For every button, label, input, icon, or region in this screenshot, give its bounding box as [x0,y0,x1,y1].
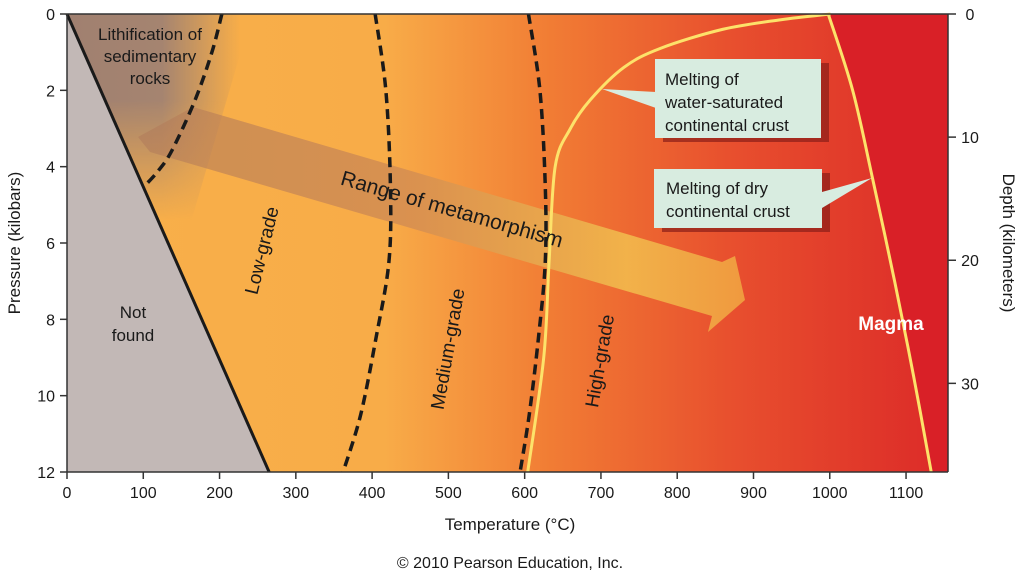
not-found-boundary-line [65,13,271,473]
x-tick-label: 100 [130,485,157,502]
medium-high-boundary-dashed [518,13,548,473]
x-tick-label: 200 [206,485,233,502]
magma-label: Magma [858,314,924,335]
not-found-label-2: found [112,326,155,345]
x-axis-title: Temperature (°C) [445,515,576,534]
x-tick-label: 300 [282,485,309,502]
wet-callout-line-1: Melting of [665,70,739,89]
lithification-label-3: rocks [130,69,171,88]
wet-callout-line-2: water-saturated [664,93,783,112]
lithification-boundary-dashed [143,13,224,187]
copyright-credit: © 2010 Pearson Education, Inc. [397,555,623,572]
y2-tick-label: 10 [961,130,979,147]
wet-melting-callout: Melting of water-saturated continental c… [602,59,829,142]
y2-tick-label: 0 [966,7,975,24]
y-tick-label: 0 [46,7,55,24]
y-tick-label: 2 [46,83,55,100]
magma-region [828,14,948,472]
dry-melting-curve [826,13,933,473]
x-tick-label: 800 [664,485,691,502]
wet-melting-curve [526,12,831,473]
y2-tick-label: 20 [961,253,979,270]
range-of-metamorphism-arrow [138,107,745,332]
dry-callout-line-1: Melting of dry [666,179,769,198]
wet-callout-line-3: continental crust [665,116,789,135]
lithification-label-2: sedimentary [104,47,197,66]
x-tick-label: 1100 [889,485,924,502]
x-tick-label: 600 [511,485,538,502]
dry-callout-line-2: continental crust [666,202,790,221]
x-tick-label: 400 [359,485,386,502]
lithification-label-1: Lithification of [98,25,202,44]
y-tick-label: 12 [37,465,55,482]
y-tick-label: 8 [46,312,55,329]
y2-axis-title: Depth (kilometers) [999,174,1018,313]
dry-melting-callout: Melting of dry continental crust [654,169,872,232]
x-tick-label: 500 [435,485,462,502]
not-found-label-1: Not [120,303,147,322]
x-tick-label: 0 [63,485,72,502]
low-medium-boundary-dashed [341,13,393,473]
y-tick-label: 4 [46,160,55,177]
y2-tick-label: 30 [961,376,979,393]
y-axis-title: Pressure (kilobars) [5,172,24,315]
x-tick-label: 900 [740,485,767,502]
y-tick-label: 10 [37,389,55,406]
x-tick-label: 700 [588,485,615,502]
x-tick-label: 1000 [812,485,848,502]
y-tick-label: 6 [46,236,55,253]
